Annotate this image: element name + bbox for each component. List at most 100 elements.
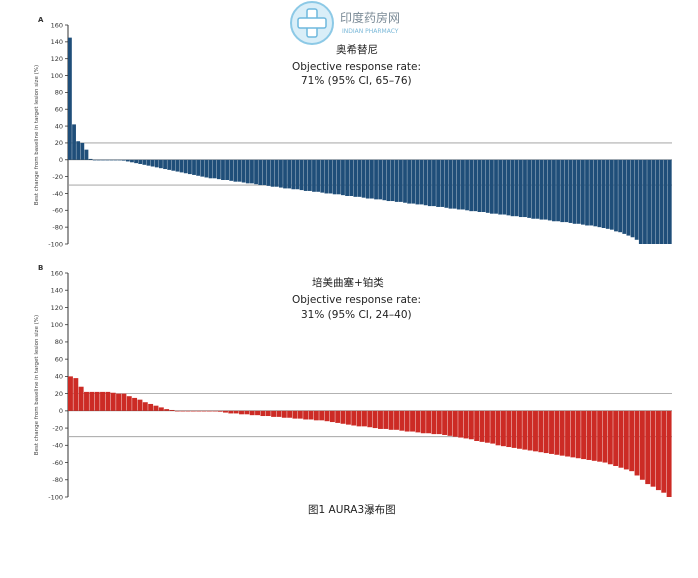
- waterfall-bar: [667, 159, 672, 244]
- waterfall-bar: [431, 410, 437, 435]
- waterfall-bar: [185, 410, 191, 412]
- waterfall-bar: [419, 159, 424, 205]
- waterfall-bar: [572, 159, 577, 224]
- waterfall-bar: [78, 386, 84, 411]
- waterfall-bar: [547, 159, 552, 221]
- waterfall-bar: [485, 159, 490, 213]
- waterfall-bar: [265, 410, 271, 417]
- waterfall-bar: [274, 159, 279, 187]
- waterfall-bar: [229, 159, 234, 181]
- waterfall-bar: [647, 159, 651, 244]
- waterfall-bar: [527, 159, 532, 218]
- y-tick-label: -60: [52, 207, 63, 215]
- waterfall-bar: [549, 410, 554, 454]
- waterfall-bar: [498, 159, 503, 215]
- waterfall-bar: [468, 410, 474, 440]
- waterfall-bar: [341, 159, 345, 196]
- waterfall-bar: [415, 410, 421, 433]
- waterfall-bar: [84, 149, 89, 160]
- waterfall-bar: [410, 410, 416, 432]
- waterfall-bar: [461, 159, 465, 210]
- waterfall-bar: [89, 391, 95, 411]
- y-tick-label: -40: [52, 442, 63, 450]
- waterfall-bar: [634, 159, 639, 240]
- waterfall-bar: [297, 410, 303, 419]
- panel-a-ylabel: Best change from baseline in target lesi…: [34, 65, 40, 205]
- waterfall-bar: [411, 159, 416, 204]
- waterfall-bar: [586, 410, 592, 460]
- waterfall-bar: [335, 410, 341, 423]
- y-tick-label: 140: [51, 287, 63, 295]
- waterfall-bar: [336, 159, 341, 195]
- waterfall-bar: [320, 159, 325, 193]
- waterfall-bar: [80, 142, 85, 160]
- y-tick-label: 80: [55, 89, 63, 97]
- waterfall-bar: [283, 159, 287, 189]
- waterfall-bar: [440, 159, 445, 207]
- waterfall-bar: [361, 159, 366, 198]
- waterfall-bar: [72, 124, 76, 160]
- waterfall-bar: [484, 410, 490, 443]
- waterfall-bar: [328, 159, 333, 194]
- waterfall-bar: [121, 159, 126, 161]
- waterfall-bar: [287, 159, 292, 189]
- waterfall-bar: [159, 159, 163, 169]
- waterfall-bar: [287, 410, 293, 418]
- waterfall-bar: [316, 159, 321, 192]
- waterfall-bar: [390, 159, 395, 202]
- waterfall-bar: [538, 410, 544, 453]
- waterfall-bar: [216, 159, 221, 180]
- waterfall-bar: [618, 410, 624, 468]
- waterfall-bar: [436, 159, 440, 207]
- waterfall-bar: [535, 159, 540, 219]
- waterfall-bar: [212, 410, 218, 412]
- waterfall-bar: [527, 410, 533, 451]
- panel-a-bars: [68, 37, 672, 244]
- waterfall-bar: [394, 410, 399, 430]
- waterfall-bar: [522, 410, 528, 450]
- y-tick-label: -80: [52, 476, 63, 484]
- waterfall-bar: [655, 159, 660, 244]
- waterfall-bar: [556, 159, 560, 222]
- waterfall-bar: [208, 159, 213, 179]
- waterfall-bar: [174, 410, 180, 412]
- waterfall-bar: [204, 159, 209, 178]
- waterfall-bar: [554, 410, 560, 455]
- waterfall-bar: [568, 159, 573, 223]
- waterfall-bar: [303, 159, 308, 191]
- waterfall-bar: [116, 393, 122, 411]
- waterfall-bar: [237, 159, 242, 182]
- waterfall-bar: [96, 159, 101, 161]
- panel-b-ylabel: Best change from baseline in target lesi…: [34, 315, 40, 455]
- waterfall-bar: [643, 159, 647, 244]
- waterfall-bar: [262, 159, 267, 186]
- waterfall-bar: [663, 159, 668, 244]
- waterfall-bar: [458, 410, 464, 438]
- waterfall-bar: [382, 159, 387, 201]
- waterfall-bar: [506, 159, 511, 216]
- watermark-name: 印度药房网: [340, 10, 400, 25]
- waterfall-bar: [607, 410, 613, 465]
- panel-b-ylabel-group: Best change from baseline in target lesi…: [34, 315, 40, 455]
- waterfall-bar: [258, 159, 263, 186]
- waterfall-bar: [372, 410, 378, 429]
- waterfall-bar: [148, 403, 154, 411]
- waterfall-bar: [158, 407, 164, 411]
- waterfall-bar: [121, 393, 127, 411]
- y-tick-label: 160: [51, 21, 63, 29]
- waterfall-bar: [260, 410, 266, 417]
- waterfall-bar: [345, 159, 349, 196]
- waterfall-bar: [150, 159, 155, 167]
- waterfall-bar: [576, 159, 581, 224]
- waterfall-bar: [163, 159, 167, 170]
- y-tick-label: 120: [51, 55, 63, 63]
- waterfall-bar: [495, 410, 501, 446]
- waterfall-bar: [351, 410, 357, 426]
- waterfall-bar: [249, 410, 255, 416]
- waterfall-bar: [597, 410, 603, 462]
- waterfall-bar: [92, 159, 97, 161]
- waterfall-bar: [217, 410, 223, 412]
- waterfall-bar: [169, 409, 175, 411]
- watermark: 印度药房网 INDIAN PHARMACY: [290, 1, 400, 45]
